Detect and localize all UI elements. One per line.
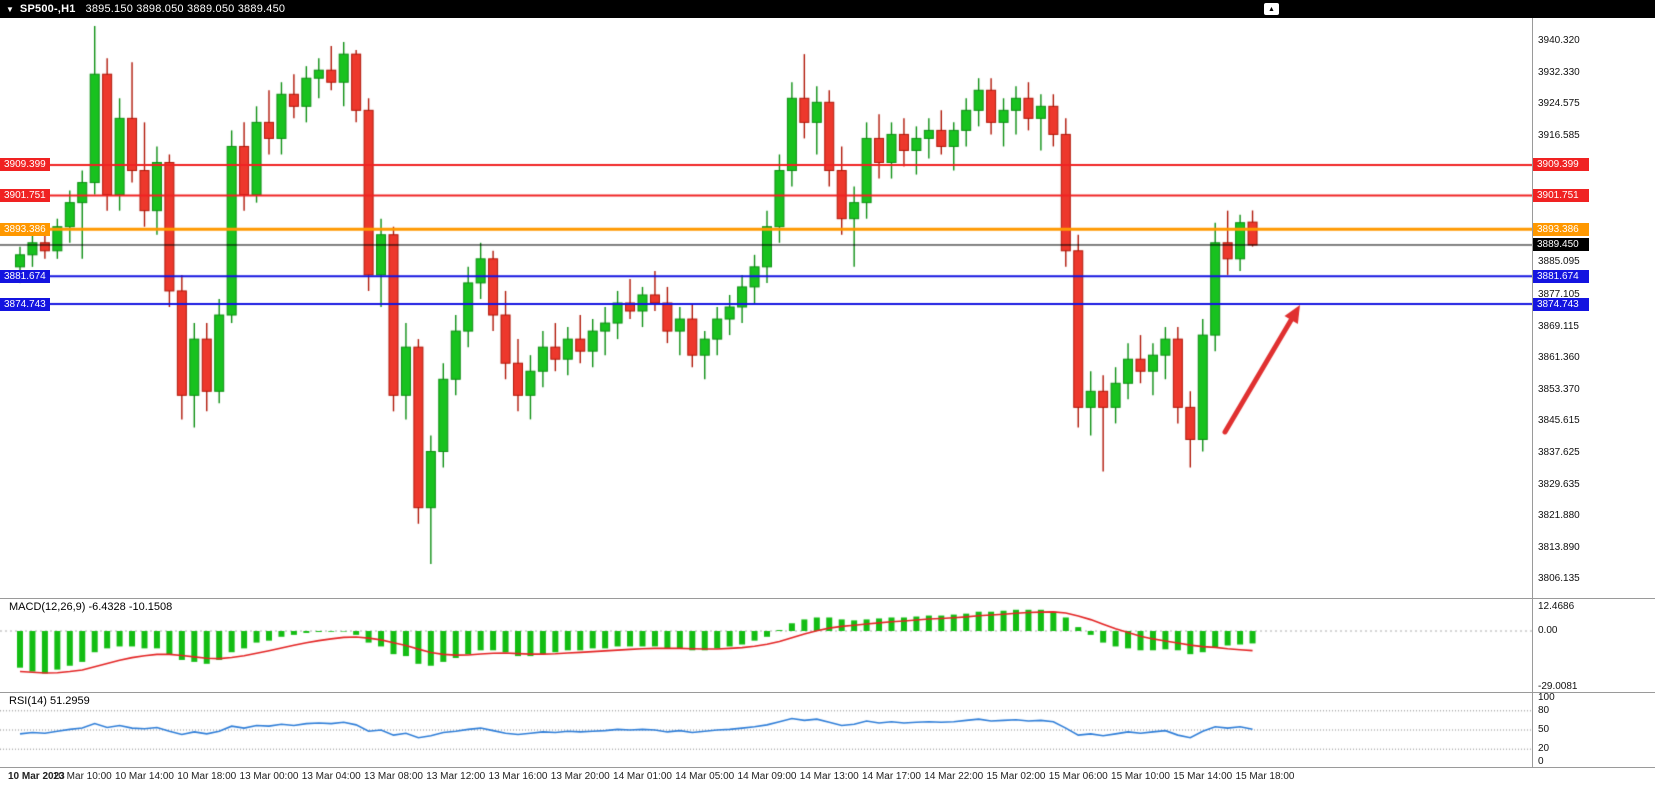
time-axis-label: 14 Mar 22:00 [924,771,984,782]
rsi-indicator-label: RSI(14) 51.2959 [6,695,93,707]
time-axis-label: 10 Mar 10:00 [52,771,112,782]
time-axis-label: 13 Mar 16:00 [488,771,548,782]
time-axis-label: 10 Mar 2023 [8,771,65,782]
macd-panel-separator[interactable] [0,598,1655,599]
time-axis-label: 15 Mar 14:00 [1173,771,1233,782]
ohlc-readout: 3895.150 3898.050 3889.050 3889.450 [85,3,286,15]
symbol-dropdown-icon[interactable]: ▼ [6,4,14,14]
time-axis-label: 15 Mar 18:00 [1235,771,1295,782]
time-axis-label: 15 Mar 06:00 [1048,771,1108,782]
time-axis-label: 13 Mar 04:00 [301,771,361,782]
time-axis-label: 14 Mar 17:00 [862,771,921,782]
time-axis-separator [0,767,1655,768]
price-chart-canvas[interactable] [0,18,1532,596]
macd-indicator-label: MACD(12,26,9) -6.4328 -10.1508 [6,601,176,613]
rsi-panel-separator[interactable] [0,692,1655,693]
time-axis-label: 14 Mar 01:00 [613,771,672,782]
time-axis-label: 13 Mar 20:00 [550,771,610,782]
chart-title-bar: ▼ SP500-,H1 3895.150 3898.050 3889.050 3… [0,0,1655,18]
time-axis-label: 13 Mar 00:00 [239,771,299,782]
time-axis-label: 13 Mar 08:00 [364,771,423,782]
time-axis-label: 15 Mar 10:00 [1111,771,1170,782]
time-axis-label: 14 Mar 09:00 [737,771,797,782]
time-axis-label: 10 Mar 18:00 [177,771,237,782]
time-axis-label: 13 Mar 12:00 [426,771,486,782]
time-axis-label: 10 Mar 14:00 [115,771,174,782]
price-axis[interactable] [1533,18,1655,767]
time-axis-label: 15 Mar 02:00 [986,771,1046,782]
time-axis-label: 14 Mar 13:00 [799,771,859,782]
chart-shift-button[interactable]: ▲ [1264,3,1279,15]
up-arrow-icon: ▲ [1268,5,1275,13]
symbol-timeframe-label: SP500-,H1 [19,3,76,15]
rsi-panel-canvas[interactable] [0,694,1532,766]
time-axis[interactable]: 10 Mar 2023 10 Mar 10:00 10 Mar 14:00 10 Ma… [0,768,1655,790]
price-axis-separator [1532,18,1533,767]
time-axis-label: 14 Mar 05:00 [675,771,735,782]
macd-panel-canvas[interactable] [0,599,1532,691]
